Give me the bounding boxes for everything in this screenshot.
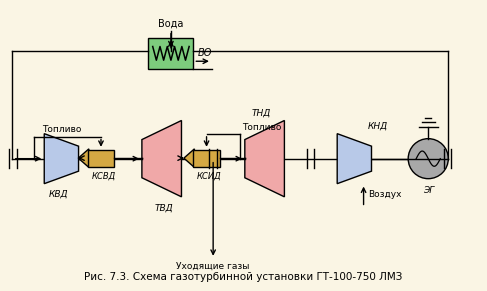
Text: ВО: ВО [198,48,212,58]
Text: ЭГ: ЭГ [423,186,434,195]
Polygon shape [78,149,89,167]
Text: Уходящие газы: Уходящие газы [176,261,250,270]
Text: Топливо: Топливо [242,123,281,132]
Circle shape [408,139,449,179]
Bar [193,150,220,166]
Text: КВД: КВД [49,190,69,199]
Bar [149,38,193,69]
Polygon shape [44,134,78,184]
Text: Топливо: Топливо [41,125,81,134]
Text: ТНД: ТНД [251,109,271,118]
Polygon shape [337,134,372,184]
Text: ТВД: ТВД [155,203,174,212]
Text: Рис. 7.3. Схема газотурбинной установки ГТ-100-750 ЛМЗ: Рис. 7.3. Схема газотурбинной установки … [84,272,403,282]
Polygon shape [142,120,182,197]
Polygon shape [184,149,194,167]
Polygon shape [245,120,284,197]
Text: Вода: Вода [158,19,184,29]
Bar [88,150,114,166]
Text: Воздух: Воздух [368,190,401,199]
Text: КНД: КНД [368,122,388,131]
Text: КСВД: КСВД [92,172,116,181]
Text: КСИД: КСИД [197,172,222,181]
